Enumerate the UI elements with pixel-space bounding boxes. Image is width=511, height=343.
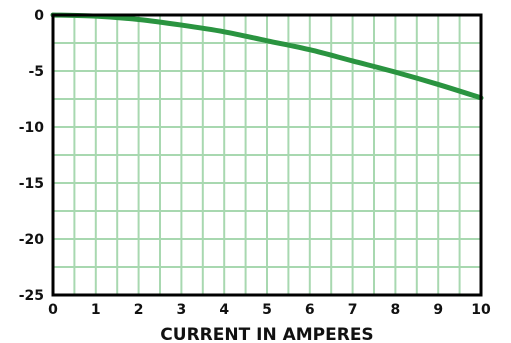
x-tick-label: 7 <box>348 302 358 318</box>
x-tick-label: 4 <box>219 302 229 318</box>
plot-frame <box>51 13 483 297</box>
x-axis-label: CURRENT IN AMPERES <box>160 325 373 343</box>
y-tick-label: -10 <box>19 120 45 136</box>
x-tick-label: 2 <box>134 302 144 318</box>
y-tick-label: 0 <box>34 8 44 24</box>
series-line-0 <box>50 12 484 101</box>
x-axis-ticks: 0 1 2 3 4 5 6 7 8 9 10 <box>48 302 491 318</box>
x-tick-label: 1 <box>91 302 101 318</box>
x-tick-label: 5 <box>262 302 272 318</box>
x-tick-label: 3 <box>177 302 187 318</box>
series-layer <box>50 12 484 101</box>
x-tick-label: 6 <box>305 302 315 318</box>
y-tick-label: -20 <box>19 232 45 248</box>
grid <box>53 15 481 295</box>
x-tick-label: 8 <box>391 302 401 318</box>
y-axis-ticks: 0 -5 -10 -15 -20 -25 <box>19 8 45 304</box>
y-tick-label: -25 <box>19 288 44 304</box>
x-tick-label: 9 <box>433 302 443 318</box>
y-tick-label: -5 <box>28 64 44 80</box>
x-tick-label: 0 <box>48 302 58 318</box>
x-tick-label: 10 <box>471 302 491 318</box>
y-tick-label: -15 <box>19 176 44 192</box>
